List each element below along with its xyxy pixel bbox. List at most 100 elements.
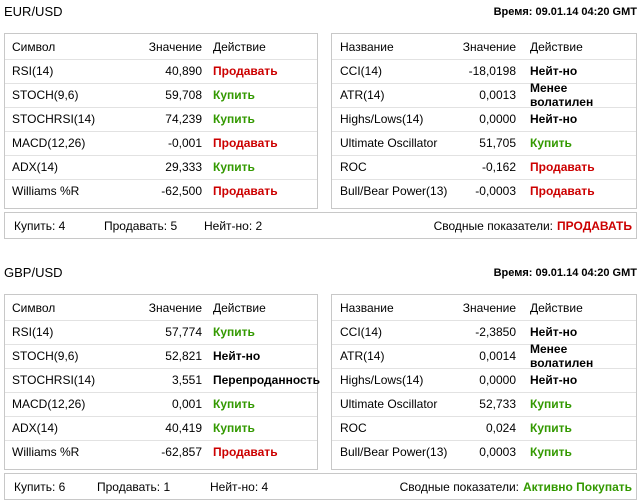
indicator-value: -0,001 — [167, 136, 202, 150]
row-separator — [332, 83, 636, 84]
indicator-action: Купить — [530, 136, 572, 150]
indicator-action: Купить — [213, 88, 255, 102]
indicator-action: Купить — [530, 397, 572, 411]
row-separator — [332, 320, 636, 321]
indicator-action: Купить — [530, 421, 572, 435]
indicator-value: 74,239 — [165, 112, 202, 126]
indicator-action: Купить — [213, 112, 255, 126]
indicator-value: 59,708 — [165, 88, 202, 102]
indicator-name: Williams %R — [12, 184, 80, 198]
summary-count: Нейт-но: 2 — [204, 219, 263, 233]
indicator-value: 0,001 — [171, 397, 202, 411]
indicator-name: Bull/Bear Power(13) — [340, 445, 448, 459]
row-separator — [5, 59, 317, 60]
indicator-action: Нейт-но — [530, 373, 578, 387]
indicator-action: Купить — [530, 445, 572, 459]
row-separator — [332, 416, 636, 417]
summary-bar — [4, 473, 637, 500]
indicator-table — [4, 294, 318, 470]
indicator-name: MACD(12,26) — [12, 136, 86, 150]
column-header: Действие — [530, 301, 583, 315]
indicator-name: ROC — [340, 421, 367, 435]
indicator-table — [4, 33, 318, 209]
indicator-name: STOCH(9,6) — [12, 349, 79, 363]
summary-label: Сводные показатели: — [399, 480, 519, 494]
indicator-name: ADX(14) — [12, 160, 59, 174]
indicator-name: STOCH(9,6) — [12, 88, 79, 102]
indicator-value: 52,821 — [165, 349, 202, 363]
column-header: Действие — [213, 40, 266, 54]
indicator-name: CCI(14) — [340, 64, 383, 78]
row-separator — [5, 440, 317, 441]
summary-count: Продавать: 5 — [104, 219, 178, 233]
row-separator — [332, 368, 636, 369]
indicator-action: Продавать — [530, 184, 595, 198]
summary-bar — [4, 212, 637, 239]
indicator-action: Менее волатилен — [530, 81, 594, 109]
row-separator — [5, 131, 317, 132]
row-separator — [5, 320, 317, 321]
row-separator — [5, 179, 317, 180]
column-header: Название — [340, 40, 394, 54]
indicator-name: RSI(14) — [12, 325, 54, 339]
indicator-action: Купить — [213, 397, 255, 411]
indicator-value: 29,333 — [165, 160, 202, 174]
indicator-action: Купить — [213, 160, 255, 174]
indicator-value: -62,857 — [161, 445, 202, 459]
row-separator — [5, 107, 317, 108]
row-separator — [332, 179, 636, 180]
row-separator — [5, 344, 317, 345]
indicator-name: Williams %R — [12, 445, 80, 459]
row-separator — [332, 131, 636, 132]
indicator-value: 57,774 — [165, 325, 202, 339]
column-header: Значение — [462, 40, 516, 54]
indicator-action: Купить — [213, 421, 255, 435]
row-separator — [5, 416, 317, 417]
indicator-value: 0,0003 — [479, 445, 516, 459]
row-separator — [332, 392, 636, 393]
row-separator — [5, 83, 317, 84]
column-header: Значение — [148, 40, 202, 54]
indicator-value: -0,0003 — [475, 184, 516, 198]
indicator-value: -0,162 — [481, 160, 516, 174]
summary-label: Сводные показатели: — [433, 219, 553, 233]
indicator-value: 40,890 — [165, 64, 202, 78]
column-header: Символ — [12, 40, 56, 54]
indicator-action: Продавать — [530, 160, 595, 174]
indicator-action: Продавать — [213, 64, 278, 78]
indicator-table — [331, 33, 637, 209]
indicator-action: Нейт-но — [530, 64, 578, 78]
indicator-value: 0,0014 — [479, 349, 516, 363]
summary-verdict: Активно Покупать — [522, 480, 632, 494]
indicator-action: Менее волатилен — [530, 342, 594, 370]
indicator-value: 3,551 — [171, 373, 202, 387]
indicator-value: 0,0000 — [479, 373, 516, 387]
timestamp: Время: 09.01.14 04:20 GMT — [493, 267, 637, 279]
indicator-action: Нейт-но — [530, 325, 578, 339]
indicator-name: ATR(14) — [340, 88, 385, 102]
indicator-name: Bull/Bear Power(13) — [340, 184, 448, 198]
indicator-name: CCI(14) — [340, 325, 383, 339]
column-header: Действие — [530, 40, 583, 54]
summary-verdict: ПРОДАВАТЬ — [557, 219, 632, 233]
summary-count: Нейт-но: 4 — [210, 480, 269, 494]
summary-count: Купить: 4 — [14, 219, 66, 233]
indicator-value: 0,0000 — [479, 112, 516, 126]
indicator-name: STOCHRSI(14) — [12, 373, 96, 387]
indicator-name: Ultimate Oscillator — [340, 136, 438, 150]
indicator-value: 52,733 — [479, 397, 516, 411]
column-header: Символ — [12, 301, 56, 315]
indicator-name: Highs/Lows(14) — [340, 112, 424, 126]
indicator-name: ROC — [340, 160, 367, 174]
row-separator — [5, 155, 317, 156]
indicator-value: 40,419 — [165, 421, 202, 435]
row-separator — [332, 155, 636, 156]
section-title: EUR/USD — [4, 4, 63, 19]
indicator-action: Продавать — [213, 445, 278, 459]
indicator-action: Нейт-но — [213, 349, 261, 363]
column-header: Название — [340, 301, 394, 315]
row-separator — [332, 107, 636, 108]
row-separator — [5, 368, 317, 369]
indicator-name: STOCHRSI(14) — [12, 112, 96, 126]
